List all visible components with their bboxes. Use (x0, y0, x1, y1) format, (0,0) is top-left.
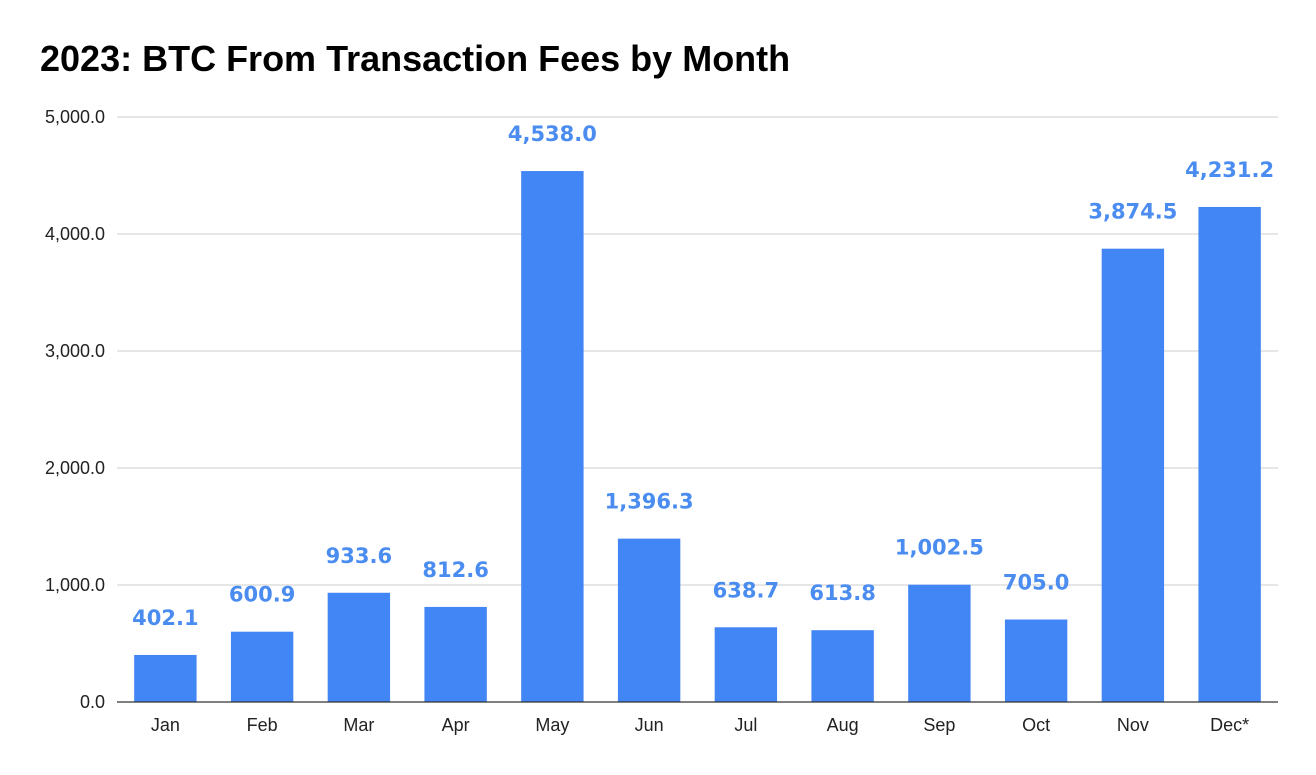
bar-feb (230, 631, 294, 702)
data-label: 933.6 (326, 544, 392, 568)
data-label: 1,396.3 (605, 490, 694, 514)
x-tick-labels: Jan Feb Mar Apr May Jun Jul Aug Sep Oct Nov Dec* (151, 715, 1249, 735)
bar-dec (1198, 206, 1261, 703)
data-label: 638.7 (713, 578, 779, 602)
bar-jul (714, 627, 778, 702)
x-tick-label: Jan (151, 715, 180, 735)
y-tick-label: 0.0 (80, 692, 105, 712)
bar-apr (424, 606, 487, 702)
data-label: 812.6 (422, 558, 488, 582)
grid-lines (117, 116, 1278, 586)
x-tick-label: Jul (734, 715, 757, 735)
x-tick-label: May (535, 715, 569, 735)
y-tick-label: 2,000.0 (45, 458, 105, 478)
y-tick-label: 5,000.0 (45, 107, 105, 127)
bars (134, 171, 1261, 703)
bar-oct (1004, 619, 1068, 702)
data-label: 4,231.2 (1185, 158, 1274, 182)
data-label: 1,002.5 (895, 536, 984, 560)
data-label: 3,874.5 (1088, 200, 1177, 224)
x-tick-label: Jun (635, 715, 664, 735)
bar-sep (908, 584, 971, 702)
data-labels: 402.1 600.9 933.6 812.6 4,538.0 1,396.3 638.7 6… (132, 122, 1274, 630)
x-tick-label: Sep (923, 715, 955, 735)
x-tick-label: Apr (442, 715, 470, 735)
y-tick-label: 1,000.0 (45, 575, 105, 595)
bar-aug (811, 630, 874, 702)
y-tick-label: 3,000.0 (45, 341, 105, 361)
data-label: 4,538.0 (508, 122, 597, 146)
bar-mar (327, 592, 391, 702)
x-tick-label: Aug (827, 715, 859, 735)
y-tick-labels: 0.0 1,000.0 2,000.0 3,000.0 4,000.0 5,000.0 (45, 107, 105, 712)
x-tick-label: Mar (343, 715, 374, 735)
data-label: 613.8 (809, 581, 875, 605)
x-tick-label: Oct (1022, 715, 1050, 735)
data-label: 705.0 (1003, 571, 1069, 595)
x-tick-label: Nov (1117, 715, 1149, 735)
chart-title: 2023: BTC From Transaction Fees by Month (40, 38, 791, 79)
bar-may (521, 171, 584, 702)
y-tick-label: 4,000.0 (45, 224, 105, 244)
bar-nov (1101, 248, 1165, 702)
x-tick-label: Dec* (1210, 715, 1249, 735)
bar-jun (617, 538, 681, 702)
data-label: 402.1 (132, 606, 198, 630)
x-tick-label: Feb (247, 715, 278, 735)
data-label: 600.9 (229, 583, 295, 607)
bar-jan (134, 654, 197, 702)
